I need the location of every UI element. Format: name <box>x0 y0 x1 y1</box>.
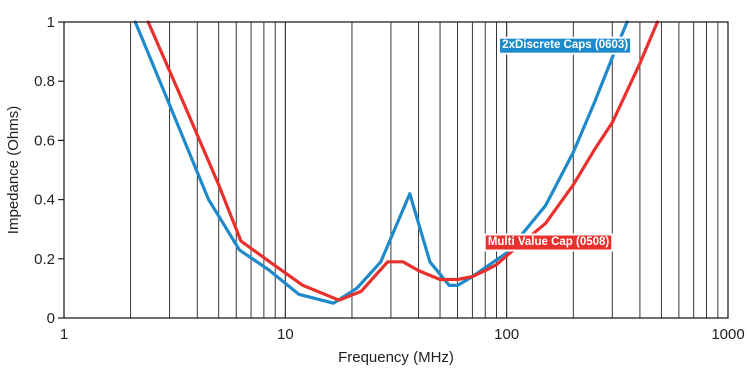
series-label-text: 2xDiscrete Caps (0603) <box>502 39 628 51</box>
x-tick-label: 1000 <box>711 326 744 343</box>
x-tick-label: 1 <box>60 326 68 343</box>
series-label-1: Multi Value Cap (0508) <box>483 233 614 252</box>
x-tick-labels: 1 10 100 1000 <box>60 326 745 343</box>
y-tick-labels: 0 0.2 0.4 0.6 0.8 1 <box>34 14 55 327</box>
plot-frame <box>63 21 729 319</box>
series-label-text: Multi Value Cap (0508) <box>488 236 610 248</box>
x-axis-title: Frequency (MHz) <box>338 349 454 366</box>
series-label-box <box>498 36 633 55</box>
series-line-0 <box>133 20 629 305</box>
series-line-1 <box>146 20 660 302</box>
grid <box>58 21 719 319</box>
y-tick-label: 0 <box>47 310 55 327</box>
series-lines <box>133 20 660 305</box>
y-axis-title: Impedance (Ohms) <box>5 106 22 234</box>
y-tick-label: 0.8 <box>34 73 55 90</box>
series-label-box <box>483 233 614 252</box>
series-label-0: 2xDiscrete Caps (0603) <box>498 36 633 55</box>
y-tick-label: 0.2 <box>34 251 55 268</box>
x-tick-label: 10 <box>277 326 294 343</box>
y-tick-label: 1 <box>47 14 55 31</box>
x-tick-label: 100 <box>494 326 519 343</box>
y-tick-label: 0.4 <box>34 192 55 209</box>
series-labels: 2xDiscrete Caps (0603) Multi Value Cap (0… <box>483 36 633 252</box>
y-tick-label: 0.6 <box>34 132 55 149</box>
